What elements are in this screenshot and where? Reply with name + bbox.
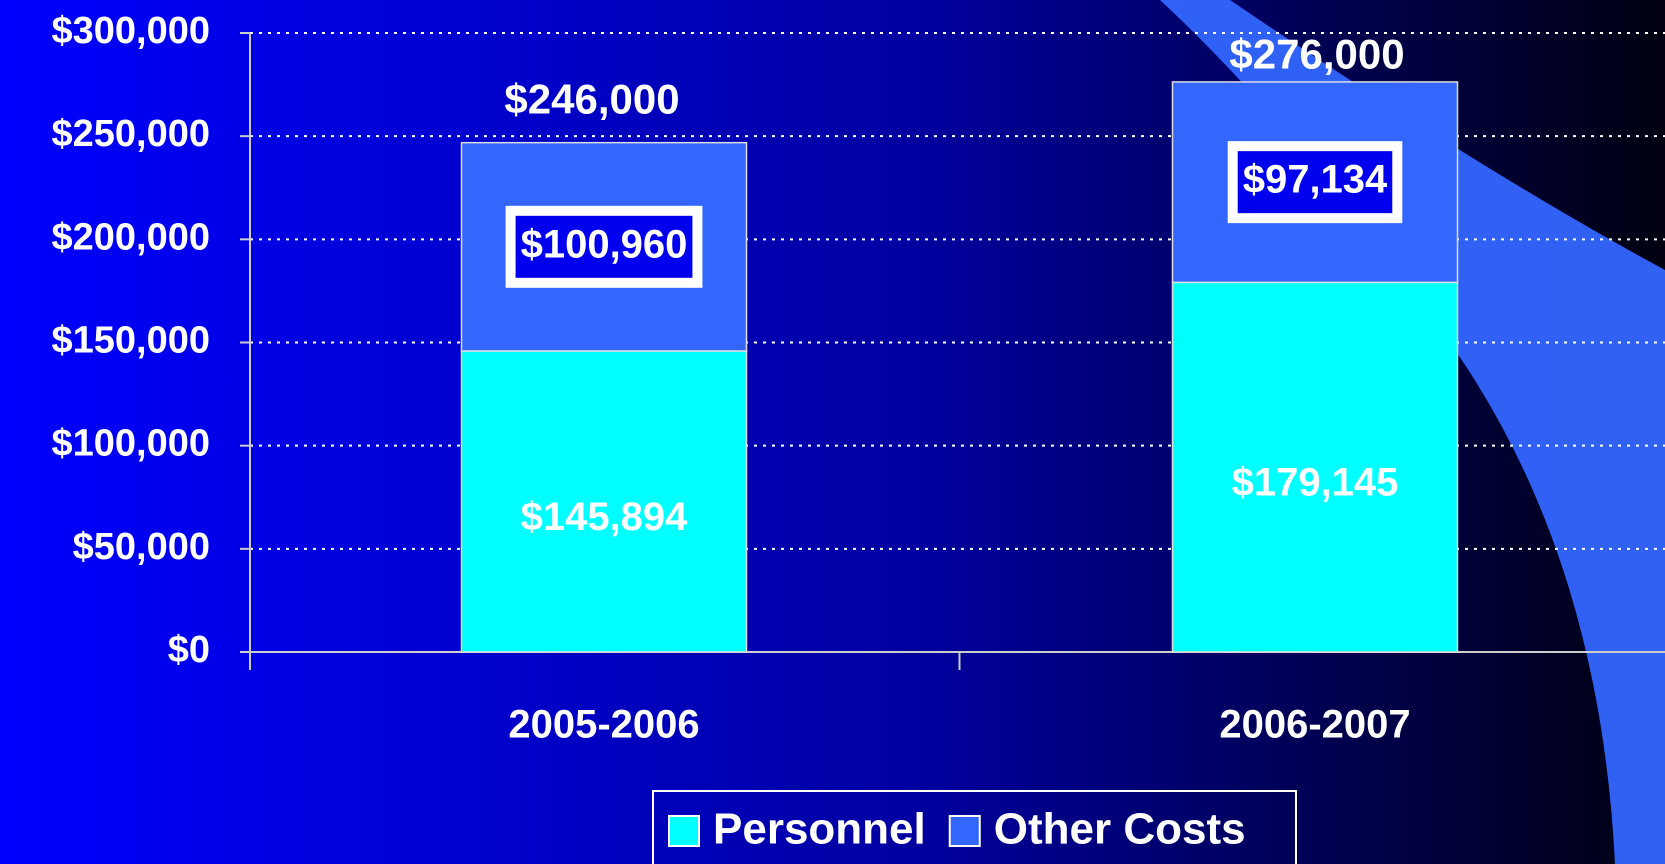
y-tick-label: $0 [168, 629, 210, 671]
value-label: $100,960 [521, 222, 688, 266]
y-tick-label: $50,000 [73, 526, 210, 568]
x-tick-label: 2006-2007 [1219, 703, 1410, 747]
value-label: $145,894 [521, 495, 689, 539]
value-label: $179,145 [1232, 461, 1399, 505]
y-tick-label: $100,000 [52, 423, 211, 465]
y-tick-label: $300,000 [52, 10, 211, 52]
y-tick-label: $150,000 [52, 320, 211, 362]
total-label: $246,000 [504, 76, 679, 123]
value-label: $97,134 [1243, 158, 1388, 202]
y-tick-label: $250,000 [52, 113, 211, 155]
chart: $0 $50,000 $100,000 $150,000 $200,000 $250,00… [0, 0, 1665, 864]
y-tick-label: $200,000 [52, 216, 211, 258]
legend-swatch [669, 816, 699, 846]
legend-label: Personnel [713, 805, 926, 854]
legend-label: Other Costs [994, 805, 1246, 854]
total-label: $276,000 [1229, 31, 1404, 78]
legend-swatch [950, 816, 980, 846]
x-tick-label: 2005-2006 [508, 703, 699, 747]
